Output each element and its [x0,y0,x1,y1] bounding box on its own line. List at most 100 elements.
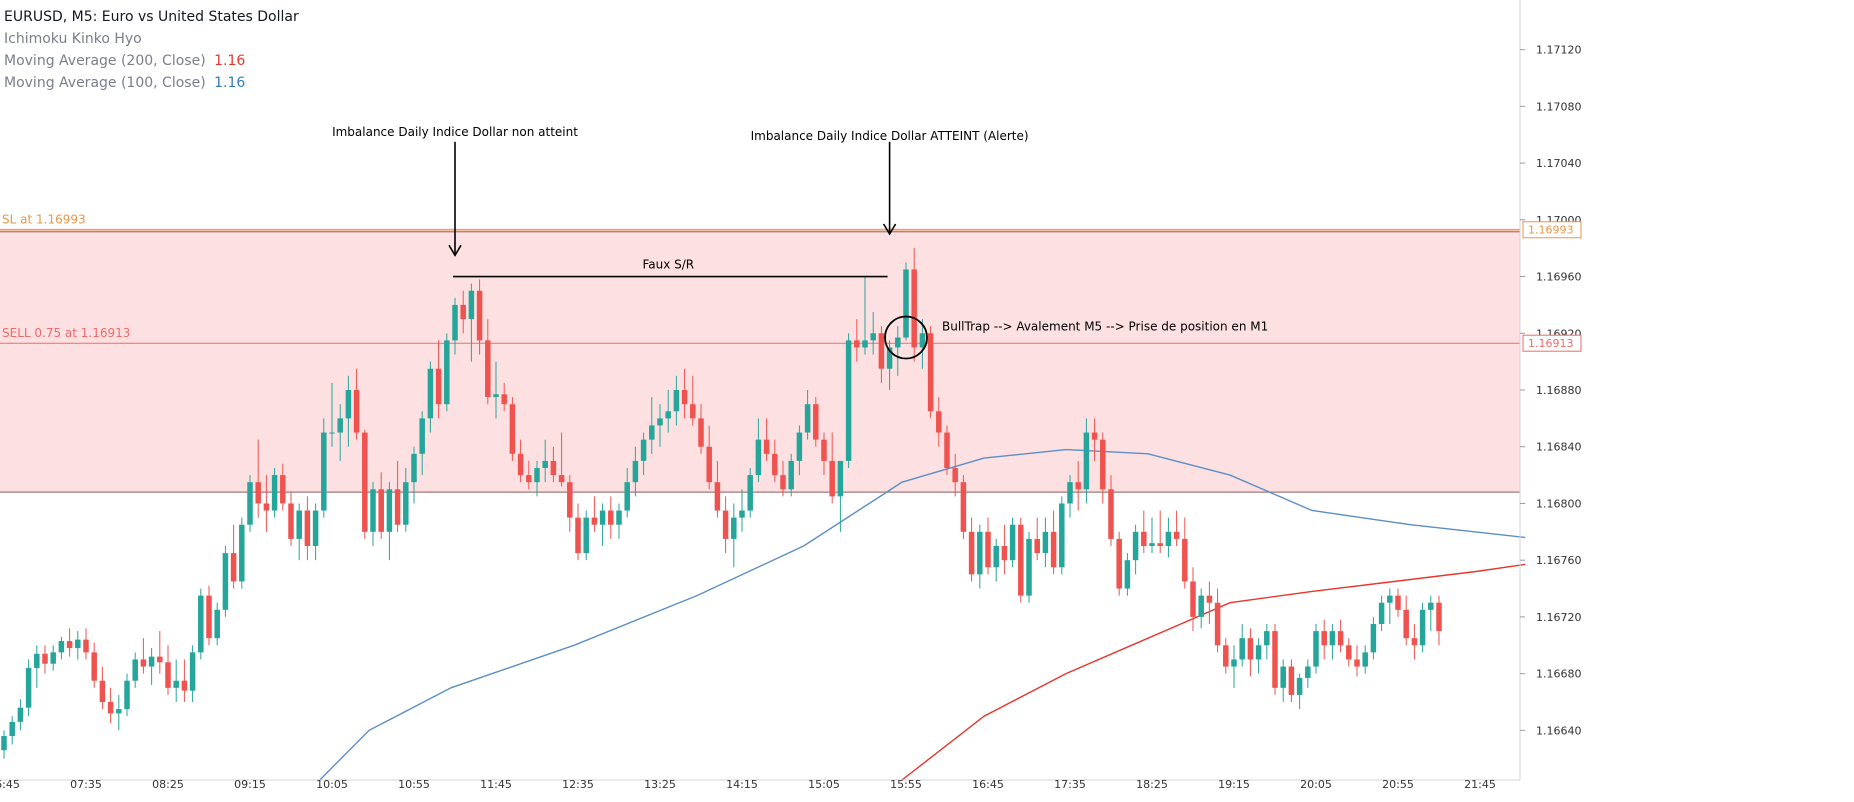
candle[interactable] [796,425,803,476]
candle[interactable] [1321,619,1327,660]
candle[interactable] [173,659,179,702]
candle[interactable] [1239,624,1245,667]
candle[interactable] [1272,624,1278,695]
candle[interactable] [58,636,65,660]
candle[interactable] [698,404,704,454]
candle[interactable] [739,489,745,532]
candle[interactable] [1,730,7,759]
candle[interactable] [780,460,786,497]
candle[interactable] [878,326,885,383]
candle[interactable] [280,463,286,511]
candle[interactable] [34,645,40,688]
candle[interactable] [1346,638,1352,667]
candle[interactable] [25,659,32,717]
candle[interactable] [1182,517,1188,589]
candle[interactable] [378,472,384,539]
candle[interactable] [837,460,844,532]
candle[interactable] [148,648,155,685]
candle[interactable] [1387,588,1393,624]
candle[interactable] [337,404,343,461]
candle[interactable] [1157,510,1163,554]
candle[interactable] [903,262,909,341]
candle[interactable] [895,326,901,376]
candle[interactable] [1009,517,1016,568]
candle[interactable] [157,631,163,674]
sl-label[interactable]: SL at 1.16993 [2,213,86,227]
candle[interactable] [1378,595,1385,632]
candle[interactable] [304,496,311,561]
candle[interactable] [1132,524,1139,575]
candle[interactable] [1050,510,1057,575]
symbol-title[interactable]: EURUSD, M5: Euro vs United States Dollar [4,9,299,25]
candle[interactable] [370,482,376,546]
candle[interactable] [657,404,663,447]
candle[interactable] [722,496,729,554]
candle[interactable] [567,475,573,532]
candle[interactable] [312,503,319,561]
candle[interactable] [1075,460,1081,511]
candle[interactable] [640,432,647,476]
candle[interactable] [534,460,540,497]
candle[interactable] [854,319,860,362]
candle[interactable] [936,397,942,447]
candle[interactable] [1362,645,1368,674]
candle[interactable] [1354,645,1360,677]
candle[interactable] [813,397,819,447]
candle[interactable] [1141,510,1147,554]
candle[interactable] [444,333,450,412]
candle[interactable] [960,475,967,539]
candle[interactable] [1395,588,1401,617]
candle[interactable] [386,482,393,561]
candle[interactable] [230,524,237,589]
candle[interactable] [263,475,270,532]
candle[interactable] [1223,638,1229,674]
candle[interactable] [599,503,606,546]
candle[interactable] [239,517,245,589]
candle[interactable] [911,248,917,362]
candle[interactable] [1436,595,1442,646]
candle[interactable] [1034,517,1040,561]
candle[interactable] [829,432,835,504]
indicator-ma100[interactable]: Moving Average (100, Close) 1.16 [4,72,299,94]
candle[interactable] [17,699,24,731]
candle[interactable] [1337,619,1344,653]
entry-label[interactable]: SELL 0.75 at 1.16913 [2,326,130,340]
candle[interactable] [132,652,138,688]
candle[interactable] [1026,531,1032,603]
candle[interactable] [124,673,130,717]
candle[interactable] [9,716,15,745]
candle[interactable] [435,340,442,419]
candle[interactable] [1001,524,1008,575]
candle[interactable] [673,375,680,426]
candle[interactable] [206,585,212,646]
candle[interactable] [1083,418,1090,504]
candle[interactable] [460,290,466,334]
candle[interactable] [50,645,56,671]
candle[interactable] [493,361,499,419]
candle[interactable] [116,694,122,731]
candle[interactable] [968,517,975,582]
candle[interactable] [870,312,876,355]
candle[interactable] [468,283,475,362]
candle[interactable] [1264,624,1270,660]
candle[interactable] [649,397,655,454]
candle[interactable] [165,645,171,695]
candle[interactable] [845,333,852,468]
candle[interactable] [1411,624,1418,660]
candle[interactable] [91,642,97,688]
candle[interactable] [690,375,696,426]
candle[interactable] [526,460,532,490]
candle[interactable] [681,368,688,419]
candle[interactable] [591,496,598,532]
candle[interactable] [542,439,548,483]
candle[interactable] [99,666,106,710]
candle[interactable] [501,382,507,412]
candle[interactable] [321,418,327,518]
candle[interactable] [1247,628,1254,677]
indicator-ichimoku[interactable]: Ichimoku Kinko Hyo [4,31,142,47]
candle[interactable] [1296,673,1303,710]
candle[interactable] [558,432,565,487]
candle[interactable] [977,524,983,589]
candle[interactable] [485,319,491,405]
